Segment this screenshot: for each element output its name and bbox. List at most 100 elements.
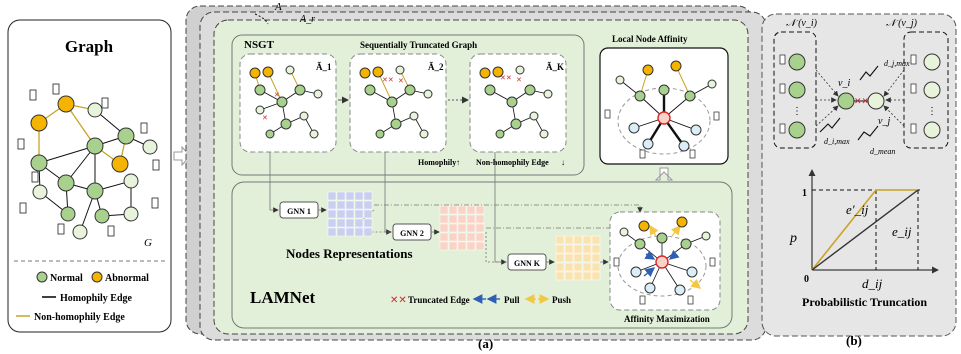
push-label: Push	[552, 295, 571, 305]
truncated-mark: ✕✕	[500, 74, 512, 82]
affinity-maximization-label: Affinity Maximization	[624, 314, 710, 324]
representation-cell	[336, 191, 346, 201]
representation-cell	[475, 205, 485, 215]
vj-label: v_j	[878, 116, 890, 127]
truncated-mark: ✕✕	[854, 96, 869, 106]
e-label: e_ij	[892, 224, 912, 239]
representation-cell	[582, 235, 592, 245]
truncated-graph-1: ✕ ✕ Ã_1	[239, 53, 337, 153]
local-affinity-title: Local Node Affinity	[612, 34, 688, 44]
probabilistic-truncation-title: Probabilistic Truncation	[802, 295, 927, 309]
gnn-2[interactable]: GNN 2	[392, 223, 432, 241]
representation-cell	[336, 200, 346, 210]
e-curve	[811, 189, 919, 271]
svg-text:⋮: ⋮	[792, 106, 802, 117]
legend: Normal Abnormal Homophily Edge Non-homop…	[16, 271, 149, 323]
representation-cell	[555, 244, 565, 254]
representation-cell	[448, 232, 458, 242]
representation-cell	[457, 223, 467, 233]
truncated-mark: ✕✕	[382, 76, 394, 84]
graph-label-k: Ã_K	[546, 62, 564, 72]
stack-label-a: A	[274, 1, 282, 13]
nsgt-label: NSGT	[244, 39, 275, 51]
panel-b: 𝒩 (v_i) 𝒩 (v_j) ⋮ ⋮ ✕✕	[761, 13, 957, 348]
representation-cell	[573, 262, 583, 272]
representation-cell	[466, 223, 476, 233]
representation-cell	[555, 253, 565, 263]
representation-cell	[591, 262, 601, 272]
representation-cell	[591, 235, 601, 245]
caption-a: (a)	[478, 336, 493, 351]
truncated-mark: ✕	[516, 76, 522, 84]
gnn-k[interactable]: GNN K	[507, 253, 547, 271]
representation-cell	[363, 191, 373, 201]
node-vi	[837, 92, 855, 110]
representation-cell	[582, 271, 592, 281]
pull-label: Pull	[504, 295, 520, 305]
representation-cell	[354, 218, 364, 228]
stack-pointer	[254, 13, 269, 25]
nodes-representations-label: Nodes Representations	[286, 246, 413, 261]
representation-cell	[439, 241, 449, 251]
gnn-1[interactable]: GNN 1	[279, 201, 319, 219]
representation-cell	[564, 253, 574, 263]
representation-cell	[448, 241, 458, 251]
representation-cell	[345, 209, 355, 219]
graph-label-1: Ã_1	[316, 62, 332, 72]
representation-cell	[582, 262, 592, 272]
graph-symbol: G	[144, 237, 152, 249]
representation-cell	[354, 191, 364, 201]
representation-cell	[564, 271, 574, 281]
representation-cell	[336, 209, 346, 219]
representation-cell	[354, 227, 364, 237]
node-vj	[867, 92, 885, 110]
representation-cell	[475, 232, 485, 242]
representation-grid-k	[555, 235, 601, 281]
y-axis-label: p	[789, 231, 797, 246]
legend-normal-label: Normal	[50, 273, 83, 284]
x-origin: 0	[804, 274, 809, 285]
graph-panel: Graph	[7, 19, 172, 333]
representation-cell	[327, 227, 337, 237]
dmean-label: d_mean	[870, 147, 895, 156]
vi-label: v_i	[838, 78, 850, 89]
representation-cell	[327, 209, 337, 219]
representation-cell	[564, 235, 574, 245]
representation-cell	[591, 271, 601, 281]
representation-cell	[466, 232, 476, 242]
representation-cell	[354, 209, 364, 219]
representation-cell	[555, 271, 565, 281]
affinity-maximization-box	[609, 211, 721, 311]
representation-cell	[582, 244, 592, 254]
representation-cell	[336, 218, 346, 228]
representation-cell	[448, 214, 458, 224]
representation-cell	[327, 200, 337, 210]
representation-cell	[573, 271, 583, 281]
truncated-graph-2: ✕✕ ✕ Ã_2	[349, 53, 447, 153]
representation-cell	[327, 218, 337, 228]
truncated-graph-k: ✕✕ ✕ Ã_K	[469, 53, 567, 153]
hollow-up-arrow-icon	[654, 167, 674, 181]
truncated-edge-label: Truncated Edge	[408, 295, 470, 305]
dj-max-lightning	[859, 65, 879, 81]
svg-text:GNN 2: GNN 2	[400, 229, 424, 238]
representation-cell	[448, 223, 458, 233]
representation-cell	[345, 218, 355, 228]
truncated-edge-icon: ✕✕	[390, 295, 407, 306]
truncated-mark: ✕	[274, 91, 280, 99]
representation-cell	[345, 227, 355, 237]
representation-cell	[573, 253, 583, 263]
dmean-lightning	[857, 125, 879, 141]
neighborhood-right: ⋮	[903, 31, 949, 149]
y-tick-1: 1	[802, 188, 807, 199]
representation-cell	[439, 232, 449, 242]
caption-b: (b)	[846, 333, 862, 348]
graph-label-2: Ã_2	[428, 62, 444, 72]
representation-cell	[466, 205, 476, 215]
representation-cell	[354, 200, 364, 210]
nsgt-title: Sequentially Truncated Graph	[360, 40, 477, 50]
svg-text:⋮: ⋮	[927, 106, 937, 117]
representation-grid-2	[439, 205, 485, 251]
di-max-lightning	[819, 117, 841, 133]
